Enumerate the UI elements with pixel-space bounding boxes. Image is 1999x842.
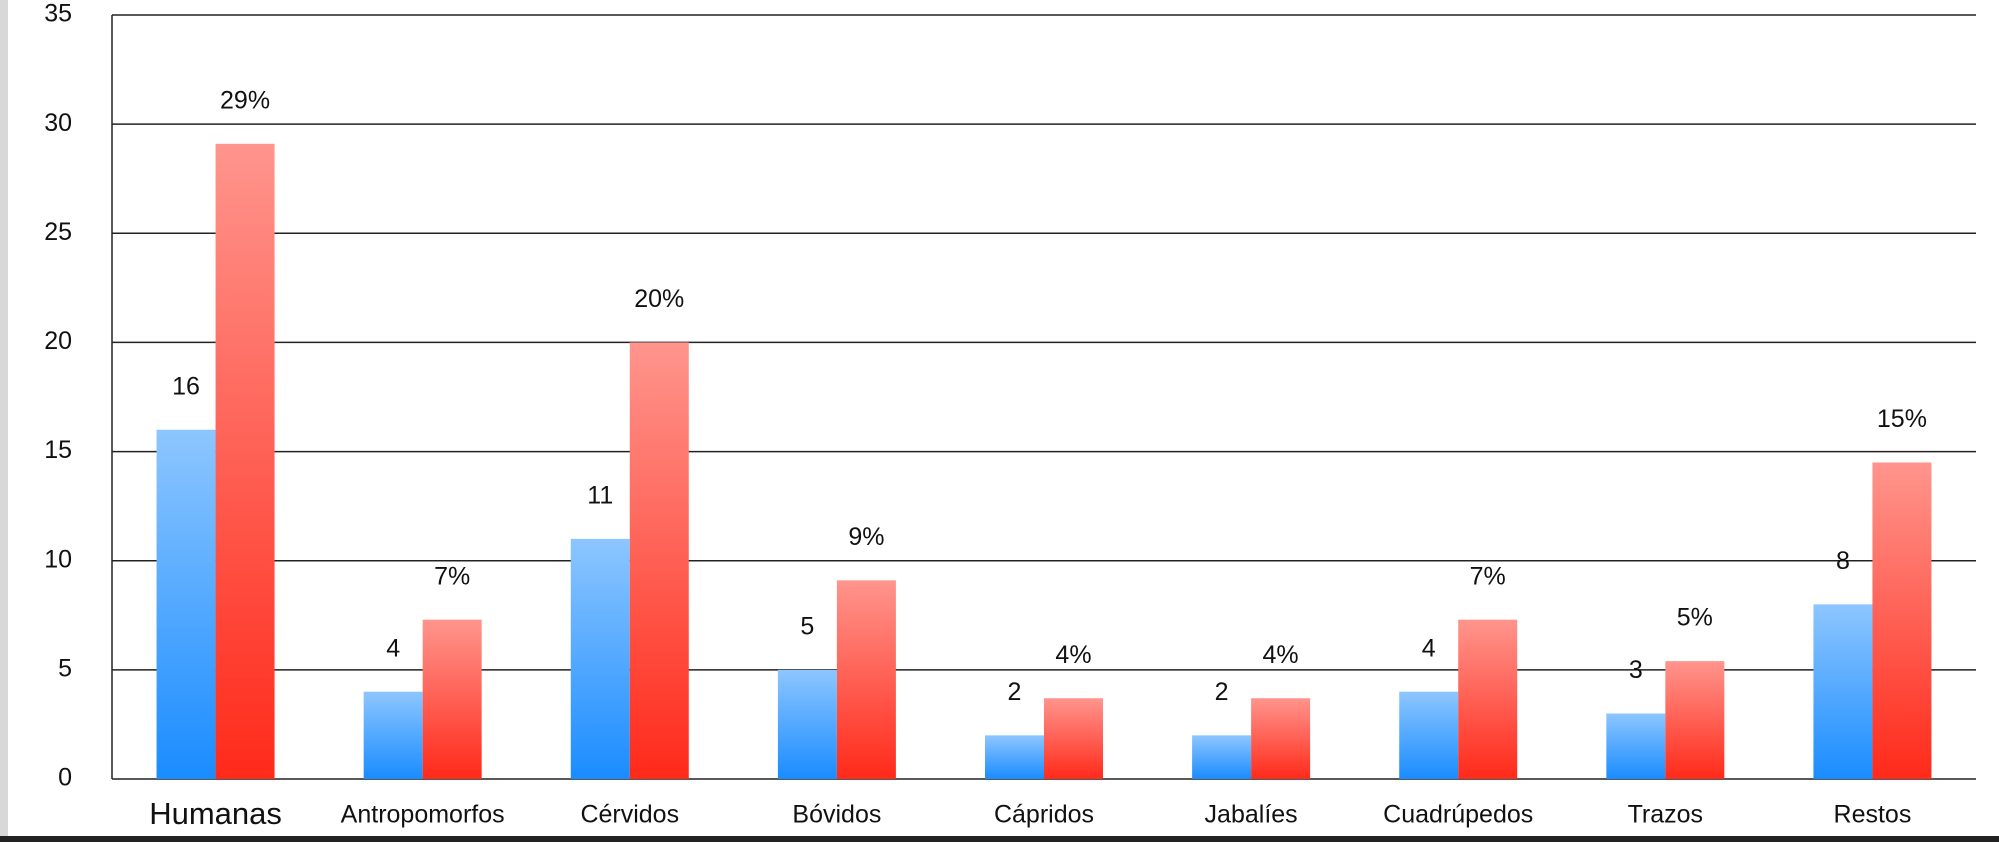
value-label: 4% bbox=[1263, 641, 1299, 669]
value-label: 16 bbox=[172, 372, 200, 400]
value-label: 7% bbox=[1470, 562, 1506, 590]
bar bbox=[836, 580, 896, 779]
left-border bbox=[0, 0, 8, 842]
y-tick-label: 30 bbox=[44, 109, 72, 137]
value-label: 29% bbox=[220, 86, 270, 114]
y-tick-label: 0 bbox=[58, 764, 72, 792]
x-tick-label: Antropomorfos bbox=[341, 801, 505, 829]
x-tick-label: Jabalíes bbox=[1205, 801, 1298, 829]
bar bbox=[1044, 698, 1103, 779]
bar bbox=[777, 669, 837, 779]
bar bbox=[985, 735, 1044, 779]
value-label: 2 bbox=[1008, 678, 1022, 706]
x-tick-label: Restos bbox=[1834, 801, 1912, 829]
y-tick-label: 5 bbox=[58, 654, 72, 682]
bar bbox=[422, 619, 482, 779]
bar bbox=[1665, 661, 1725, 779]
bar bbox=[1399, 691, 1459, 779]
value-label: 4 bbox=[386, 634, 400, 662]
bar bbox=[1458, 619, 1518, 779]
bar bbox=[1872, 462, 1932, 779]
x-tick-label: Trazos bbox=[1628, 801, 1703, 829]
value-label: 8 bbox=[1836, 547, 1850, 575]
value-label: 7% bbox=[434, 562, 470, 590]
bar bbox=[156, 429, 216, 779]
value-label: 15% bbox=[1877, 405, 1927, 433]
y-tick-label: 10 bbox=[44, 545, 72, 573]
x-tick-label: Cápridos bbox=[994, 801, 1094, 829]
y-tick-label: 15 bbox=[44, 436, 72, 464]
value-label: 2 bbox=[1215, 678, 1229, 706]
value-label: 4% bbox=[1055, 641, 1091, 669]
bar bbox=[629, 342, 689, 779]
value-label: 9% bbox=[848, 523, 884, 551]
x-tick-label: Cuadrúpedos bbox=[1383, 801, 1533, 829]
value-label: 4 bbox=[1422, 634, 1436, 662]
bar bbox=[215, 143, 275, 779]
bar bbox=[363, 691, 423, 779]
x-tick-label: Cérvidos bbox=[580, 801, 679, 829]
value-label: 5 bbox=[800, 612, 814, 640]
bar bbox=[1813, 604, 1873, 779]
y-tick-label: 25 bbox=[44, 218, 72, 246]
bar bbox=[1192, 735, 1252, 779]
value-label: 5% bbox=[1677, 604, 1713, 632]
x-tick-label: Humanas bbox=[149, 796, 282, 831]
y-tick-label: 20 bbox=[44, 327, 72, 355]
bar bbox=[1251, 698, 1311, 779]
bar bbox=[1606, 713, 1666, 779]
x-tick-label: Bóvidos bbox=[792, 801, 881, 829]
bar bbox=[570, 538, 630, 779]
value-label: 3 bbox=[1629, 656, 1643, 684]
value-label: 11 bbox=[587, 481, 613, 509]
bottom-border bbox=[0, 836, 1999, 842]
y-tick-label: 35 bbox=[44, 0, 72, 28]
value-label: 20% bbox=[634, 285, 684, 313]
